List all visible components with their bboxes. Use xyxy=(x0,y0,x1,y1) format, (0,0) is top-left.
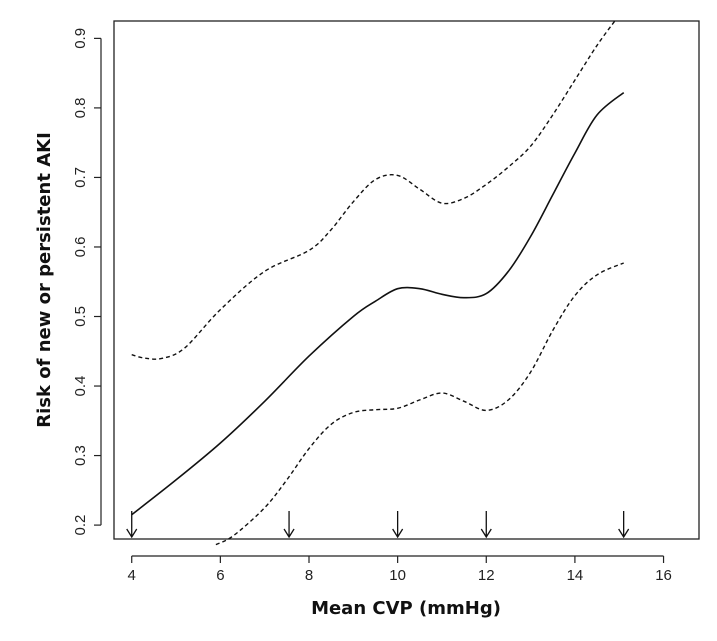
x-tick-label: 16 xyxy=(655,567,672,584)
x-tick-label: 8 xyxy=(305,567,313,584)
y-tick-label: 0.7 xyxy=(72,167,89,188)
series-layer xyxy=(131,20,625,546)
x-tick-label: 6 xyxy=(216,567,224,584)
x-axis: 4 6 8 10 12 14 16 xyxy=(128,555,672,584)
rug-arrow xyxy=(283,511,295,539)
y-axis-title: Risk of new or persistent AKI xyxy=(34,132,55,428)
x-axis-title: Mean CVP (mmHg) xyxy=(311,598,501,619)
x-tick-label: 4 xyxy=(128,567,136,584)
y-tick-label: 0.3 xyxy=(72,445,89,466)
y-axis: 0.2 0.3 0.4 0.5 0.6 0.7 0.8 0.9 xyxy=(72,28,102,536)
x-tick-label: 10 xyxy=(389,567,406,584)
y-tick-label: 0.9 xyxy=(72,28,89,49)
y-tick-label: 0.5 xyxy=(72,306,89,327)
y-tick-label: 0.8 xyxy=(72,97,89,118)
y-tick-label: 0.6 xyxy=(72,237,89,258)
plot-frame xyxy=(113,20,700,540)
y-tick-label: 0.4 xyxy=(72,376,89,397)
y-tick-label: 0.2 xyxy=(72,515,89,536)
upper-ci-line xyxy=(131,20,616,360)
x-tick-label: 12 xyxy=(478,567,495,584)
estimate-line xyxy=(131,91,625,516)
lower-ci-line xyxy=(215,262,624,546)
rug-arrows xyxy=(126,511,630,539)
rug-arrow xyxy=(392,511,404,539)
rug-arrow xyxy=(126,511,138,539)
x-tick-label: 14 xyxy=(567,567,584,584)
rug-arrow xyxy=(618,511,630,539)
rug-arrow xyxy=(480,511,492,539)
